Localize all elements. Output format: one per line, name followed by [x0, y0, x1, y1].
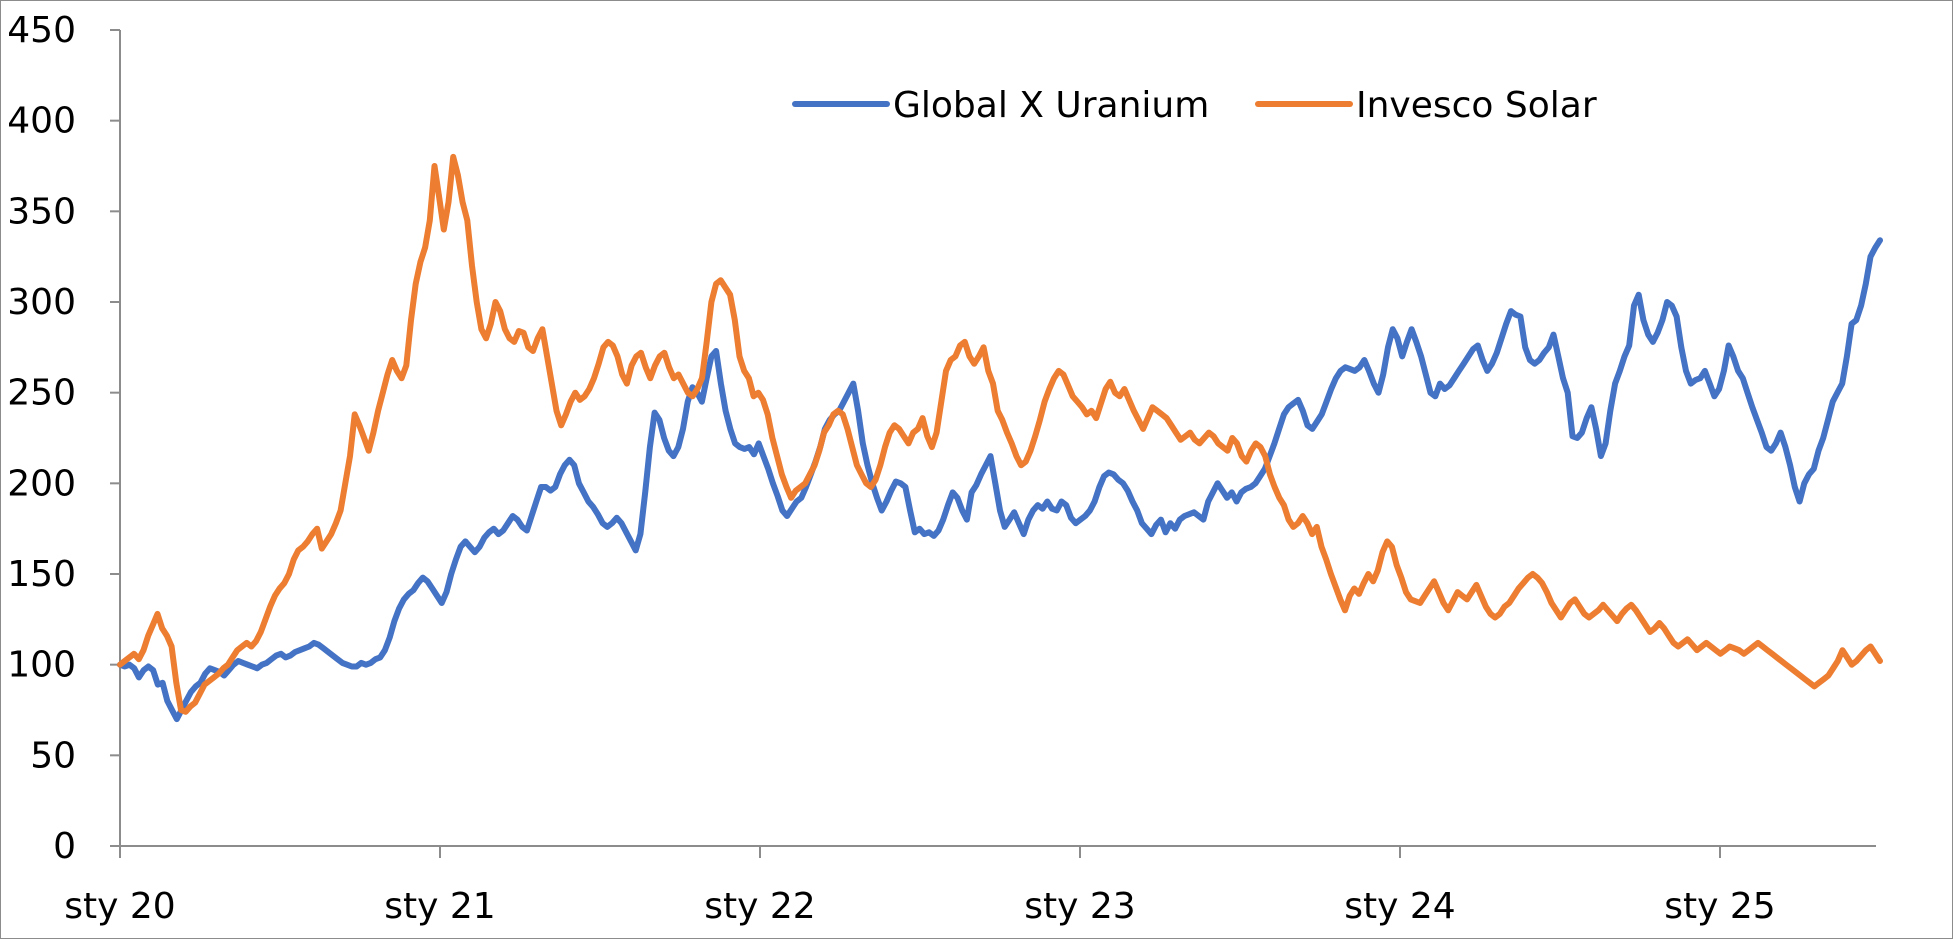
x-tick-label: sty 22: [704, 886, 815, 927]
y-tick-label: 450: [7, 10, 76, 51]
y-tick-label: 200: [7, 463, 76, 504]
x-tick-label: sty 24: [1344, 886, 1455, 927]
legend-label: Invesco Solar: [1356, 85, 1597, 126]
axes: [110, 29, 1876, 858]
legend: Global X Uranium Invesco Solar: [792, 85, 1597, 126]
y-tick-labels: 0 50 100 150 200 250 300 350 400 450: [7, 10, 76, 867]
series-line-global-x-uranium: [117, 237, 1883, 723]
x-tick-label: sty 20: [64, 886, 175, 927]
y-tick-label: 150: [7, 554, 76, 595]
y-tick-label: 100: [7, 645, 76, 686]
x-tick-label: sty 25: [1664, 886, 1775, 927]
y-tick-label: 50: [30, 735, 76, 776]
y-tick-label: 350: [7, 191, 76, 232]
series-lines: [117, 153, 1883, 723]
series-line-invesco-solar: [117, 153, 1883, 715]
y-tick-label: 300: [7, 282, 76, 323]
y-tick-label: 0: [53, 826, 76, 867]
legend-label: Global X Uranium: [893, 85, 1209, 126]
x-tick-labels: sty 20 sty 21 sty 22 sty 23 sty 24 sty 25: [64, 886, 1775, 927]
y-tick-label: 250: [7, 373, 76, 414]
y-tick-label: 400: [7, 101, 76, 142]
x-tick-label: sty 21: [384, 886, 495, 927]
x-tick-label: sty 23: [1024, 886, 1135, 927]
